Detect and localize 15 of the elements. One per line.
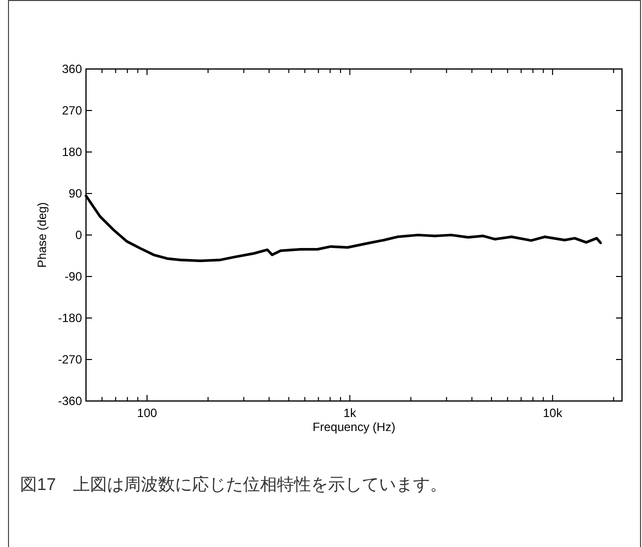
y-axis-title: Phase (deg) [35, 202, 49, 268]
y-tick-label: 270 [62, 104, 82, 118]
y-tick-label: 360 [62, 62, 82, 76]
y-tick-label: 0 [75, 228, 82, 242]
y-tick-label: -180 [58, 311, 82, 325]
y-tick-label: 90 [68, 186, 82, 200]
x-tick-label: 100 [137, 406, 158, 420]
y-tick-label: 180 [62, 145, 82, 159]
annotations: 図17 上図は周波数に応じた位相特性を示しています。 [20, 475, 447, 494]
x-tick-label: 10k [542, 406, 564, 420]
y-tick-label: -270 [58, 352, 82, 366]
x-axis-title: Frequency (Hz) [312, 420, 396, 434]
y-tick-label: -360 [58, 394, 82, 408]
x-tick-label: 1k [343, 406, 358, 420]
y-tick-label: -90 [64, 270, 82, 284]
